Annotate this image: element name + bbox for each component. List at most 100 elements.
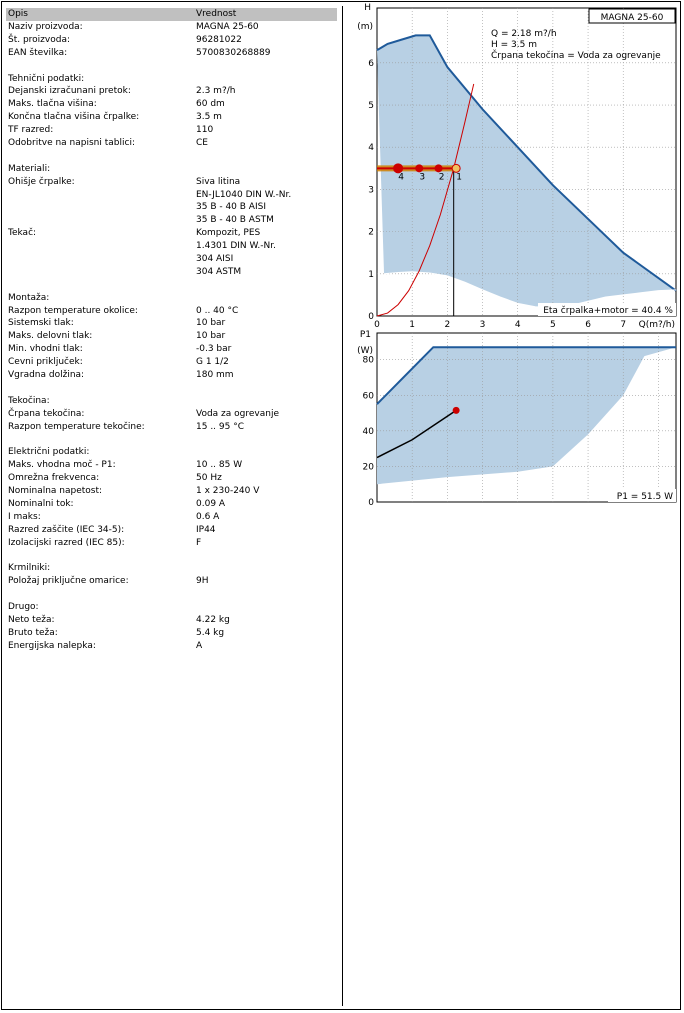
row-key: I maks: (8, 511, 41, 522)
footer-box-2 (608, 489, 676, 502)
table-row: Razpon temperature okolice: 0 .. 40 °C (6, 305, 337, 318)
table-row: Končna tlačna višina črpalke: 3.5 m (6, 111, 337, 124)
row-value: 10 bar (196, 331, 226, 342)
table-row: 35 B - 40 B AISI (6, 201, 337, 214)
table-row: 304 AISI (6, 253, 337, 266)
row-value: 10 bar (196, 318, 226, 329)
table-row (6, 588, 337, 601)
table-row: Razred zaščite (IEC 34-5): IP44 (6, 524, 337, 537)
x-tick-label: 1 (409, 320, 415, 330)
y2-tick-label: 60 (363, 391, 375, 401)
table-row: Neto teža: 4.22 kg (6, 614, 337, 627)
row-key: Št. proizvoda: (8, 34, 71, 45)
y2-axis-label: P1 (360, 330, 371, 340)
eta-curve (383, 271, 677, 309)
table-row: Naziv proizvoda: MAGNA 25-60 (6, 21, 337, 34)
y2-tick-label: 20 (363, 462, 375, 472)
efficiency-label: Eta črpalka+motor = 40.4 % (543, 305, 673, 316)
table-row: Maks. vhodna moč - P1: 10 .. 85 W (6, 459, 337, 472)
row-value: 4.22 kg (196, 614, 230, 625)
annotation: Črpana tekočina = Voda za ogrevanje (491, 49, 661, 61)
row-value: CE (196, 138, 208, 149)
x-tick-label: 3 (480, 320, 486, 330)
row-value: -0.3 bar (196, 344, 232, 355)
row-value: 0.6 A (196, 511, 220, 522)
table-row (6, 150, 337, 163)
table-row: 35 B - 40 B ASTM (6, 214, 337, 227)
table-row: Drugo: (6, 601, 337, 614)
table-row: Min. vhodni tlak: -0.3 bar (6, 343, 337, 356)
table-row (6, 434, 337, 447)
setpoint-marker-label: 1 (456, 172, 462, 182)
table-row: Št. proizvoda: 96281022 (6, 34, 337, 47)
power-label: P1 = 51.5 W (617, 492, 673, 502)
setpoint-marker (415, 164, 424, 173)
x-tick-label: 5 (550, 320, 556, 330)
table-row: 304 ASTM (6, 266, 337, 279)
row-value: 50 Hz (196, 473, 222, 484)
chart-panel: 0 1 2 3 4 5 6 7 0 1 2 3 4 5 6 4 3 2 1 H (m) Q(m?/h) MAGNA 25-6… (343, 0, 681, 520)
title-box (588, 8, 676, 24)
row-key: Nominalni tok: (8, 498, 74, 509)
row-value: 96281022 (196, 34, 242, 45)
row-value: 9H (196, 576, 209, 587)
table-row: Montaža: (6, 292, 337, 305)
x-tick-label: 4 (515, 320, 521, 330)
table-row: Nominalna napetost: 1 x 230-240 V (6, 485, 337, 498)
table-row: Maks. tlačna višina: 60 dm (6, 98, 337, 111)
y-tick-label: 4 (368, 143, 374, 153)
row-key: Razpon temperature okolice: (8, 305, 138, 316)
y-axis-label: H (364, 3, 371, 13)
setpoint-marker-label: 3 (419, 172, 425, 182)
row-value: 304 AISI (196, 254, 234, 265)
table-row: Omrežna frekvenca: 50 Hz (6, 472, 337, 485)
row-key: Končna tlačna višina črpalke: (8, 112, 140, 123)
row-key: Naziv proizvoda: (8, 22, 83, 32)
table-row: Izolacijski razred (IEC 85): F (6, 537, 337, 550)
row-value: 60 dm (196, 99, 225, 110)
row-value: G 1 1/2 (196, 357, 229, 368)
row-key: Električni podatki: (8, 447, 90, 458)
row-value: 0.09 A (196, 498, 226, 509)
row-key: Maks. vhodna moč - P1: (8, 460, 116, 471)
row-value: 15 .. 95 °C (196, 421, 244, 432)
operating-envelope (377, 35, 676, 308)
setpoint-marker-label: 2 (439, 172, 445, 182)
row-value: F (196, 537, 202, 548)
table-row (6, 60, 337, 73)
y-tick-label: 2 (368, 228, 374, 238)
row-key: Položaj priključne omarice: (8, 576, 129, 587)
y2-axis-unit: (W) (357, 346, 373, 356)
row-key: Materiali: (8, 163, 51, 174)
row-key: TF razred: (8, 125, 54, 136)
annotation: Q = 2.18 m?/h (491, 29, 557, 39)
row-key: Krmilniki: (8, 563, 51, 574)
y-tick-label: 1 (368, 270, 374, 280)
y2-tick-label: 80 (363, 356, 375, 366)
row-key: Tekočina: (8, 395, 50, 406)
y2-tick-label: 40 (363, 427, 375, 437)
footer-box-1 (538, 303, 676, 316)
setpoint-marker (393, 163, 404, 174)
table-row: Krmilniki: (6, 562, 337, 575)
row-key: Min. vhodni tlak: (8, 344, 83, 355)
row-value: 2.3 m?/h (196, 86, 236, 97)
y-axis-unit: (m) (357, 22, 373, 32)
table-row: Materiali: (6, 163, 337, 176)
power-envelope (377, 347, 676, 485)
setpoint-marker-label: 4 (398, 172, 404, 182)
row-value: 0 .. 40 °C (196, 305, 239, 316)
row-key: Razred zaščite (IEC 34-5): (8, 524, 125, 535)
table-row: Nominalni tok: 0.09 A (6, 498, 337, 511)
row-key: Energijska nalepka: (8, 640, 96, 651)
row-key: Izolacijski razred (IEC 85): (8, 537, 125, 548)
x-tick-label: 0 (374, 320, 380, 330)
table-row: EN-JL1040 DIN W.-Nr. (6, 189, 337, 202)
row-value: Voda za ogrevanje (196, 408, 279, 419)
setpoint-marker (451, 163, 461, 173)
actual-power-curve (376, 409, 457, 459)
annotation: H = 3.5 m (491, 40, 537, 50)
row-key: Omrežna frekvenca: (8, 473, 100, 484)
charts-svg: 0 1 2 3 4 5 6 7 0 1 2 3 4 5 6 4 3 2 1 H (m) Q(m?/h) MAGNA 25-6… (357, 3, 677, 508)
table-row: Cevni priključek: G 1 1/2 (6, 356, 337, 369)
